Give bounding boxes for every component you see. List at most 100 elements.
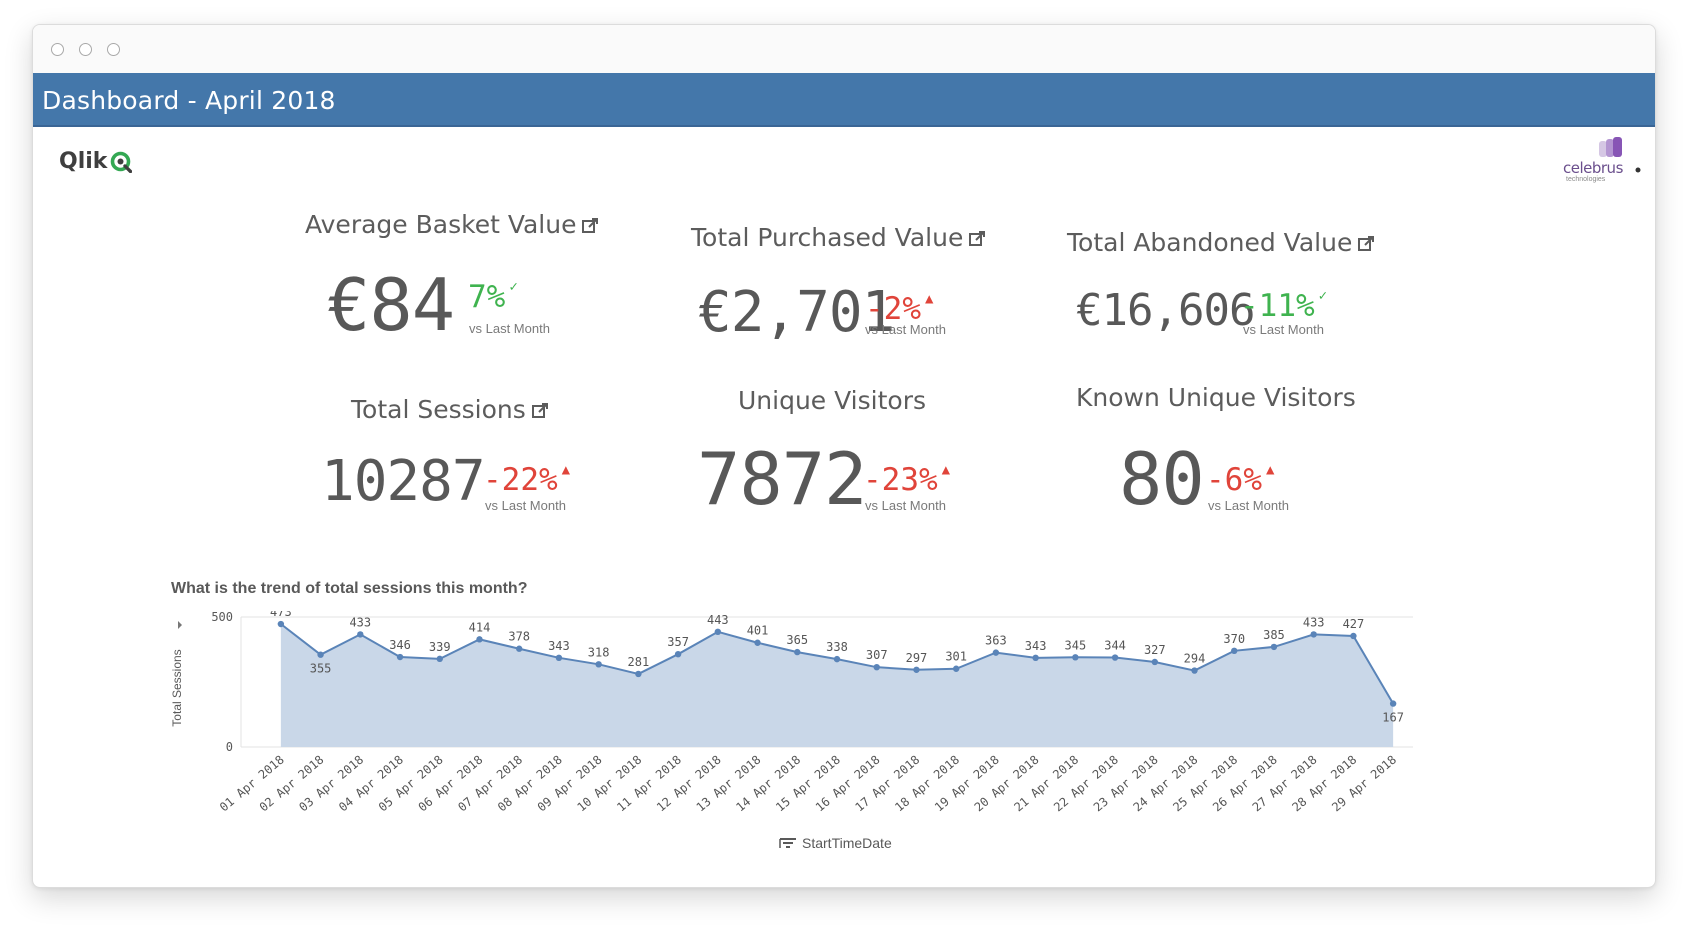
kpi-title: Total Abandoned Value <box>1067 228 1353 257</box>
data-label: 344 <box>1104 639 1126 653</box>
data-point[interactable] <box>1231 647 1238 654</box>
data-point[interactable] <box>992 649 1000 656</box>
kpi-title: Known Unique Visitors <box>1076 383 1356 412</box>
window-close-button[interactable] <box>51 43 64 56</box>
sort-icon <box>779 838 796 848</box>
data-point[interactable] <box>754 639 761 646</box>
data-point[interactable] <box>794 648 801 656</box>
data-point[interactable] <box>595 661 602 668</box>
data-point[interactable] <box>1111 654 1119 661</box>
data-point[interactable] <box>1151 658 1158 666</box>
data-point[interactable] <box>833 655 841 663</box>
kpi-delta: -6% <box>1206 462 1262 498</box>
data-point[interactable] <box>1310 631 1317 638</box>
kpi-title: Average Basket Value <box>305 210 577 239</box>
triangle-up-icon: ▲ <box>1266 462 1275 478</box>
data-label: 401 <box>747 624 769 638</box>
qlik-logo: Qlik <box>59 149 133 174</box>
data-label: 473 <box>270 611 292 619</box>
data-point[interactable] <box>1072 654 1079 661</box>
kpi-delta: -2% <box>865 291 921 327</box>
y-tick-label: 500 <box>211 611 233 624</box>
kpi-title: Total Purchased Value <box>691 223 964 252</box>
celebrus-logo-subtext: technologies <box>1566 176 1606 183</box>
triangle-up-icon: ▲ <box>925 291 934 307</box>
qlik-logo-text: Qlik <box>59 149 108 174</box>
window-maximize-button[interactable] <box>107 43 120 56</box>
data-point[interactable] <box>1350 632 1357 640</box>
data-label: 433 <box>1303 615 1325 629</box>
data-point[interactable] <box>357 631 364 638</box>
kpi-vs-label: vs Last Month <box>1243 322 1324 337</box>
triangle-up-icon: ▲ <box>941 462 951 478</box>
data-label: 427 <box>1343 617 1365 631</box>
data-point[interactable] <box>555 654 563 662</box>
series-area <box>280 624 1394 747</box>
data-label: 343 <box>1025 639 1047 653</box>
data-label: 297 <box>906 651 928 665</box>
data-point[interactable] <box>1389 700 1397 707</box>
data-label: 281 <box>628 655 650 669</box>
window-minimize-button[interactable] <box>79 43 92 56</box>
kpi-value: 10287 <box>321 449 486 514</box>
kpi-value: €84 <box>327 263 455 347</box>
external-link-icon[interactable] <box>1357 235 1375 253</box>
data-label: 365 <box>786 633 808 647</box>
kpi-value: 80 <box>1119 437 1205 521</box>
kpi-delta: 7% <box>468 279 506 315</box>
check-icon: ✓ <box>1318 288 1328 304</box>
kpi-delta: -22% <box>483 462 558 498</box>
kpi-title: Unique Visitors <box>738 386 927 415</box>
data-point[interactable] <box>317 651 324 658</box>
data-label: 338 <box>826 640 848 654</box>
celebrus-logo: celebrus technologies <box>1563 137 1643 197</box>
external-link-icon[interactable] <box>581 217 599 235</box>
data-label: 357 <box>667 635 689 649</box>
data-point[interactable] <box>516 645 523 652</box>
data-point[interactable] <box>674 650 682 658</box>
data-point[interactable] <box>1191 667 1198 674</box>
chart-question: What is the trend of total sessions this… <box>171 580 528 597</box>
data-label: 443 <box>707 613 729 627</box>
data-label: 363 <box>985 634 1007 648</box>
data-point[interactable] <box>277 620 285 628</box>
data-label: 301 <box>945 650 967 664</box>
qlik-q-icon <box>111 151 133 173</box>
kpi-value: 7872 <box>697 437 867 521</box>
external-link-icon[interactable] <box>531 402 549 420</box>
data-label: 433 <box>349 615 371 629</box>
data-label: 307 <box>866 648 888 662</box>
kpi-vs-label: vs Last Month <box>469 321 550 336</box>
data-point[interactable] <box>873 663 880 671</box>
data-label: 318 <box>588 645 610 659</box>
browser-window: Dashboard - April 2018 Qlik celebrus tec… <box>32 24 1656 888</box>
y-tick-label: 0 <box>226 740 233 754</box>
data-point[interactable] <box>476 636 483 643</box>
window-titlebar <box>33 25 1655 73</box>
kpi-delta: -11% <box>1240 288 1315 324</box>
data-point[interactable] <box>436 655 443 663</box>
data-point[interactable] <box>952 665 960 672</box>
x-axis-title[interactable]: StartTimeDate <box>778 835 892 851</box>
external-link-icon[interactable] <box>968 230 986 248</box>
data-label: 370 <box>1223 632 1245 646</box>
celebrus-mark-icon <box>1599 137 1622 157</box>
data-label: 346 <box>389 638 411 652</box>
data-point[interactable] <box>913 666 920 673</box>
kpi-value: €2,701 <box>698 280 895 345</box>
kpi-vs-label: vs Last Month <box>865 498 946 513</box>
kpi-vs-label: vs Last Month <box>485 498 566 513</box>
sessions-trend-chart[interactable]: 500 0 Total Sessions 473 355 433 346 339 414 378 3… <box>169 611 1479 849</box>
y-axis-expand-icon[interactable] <box>178 621 182 629</box>
data-point[interactable] <box>396 653 404 661</box>
check-icon: ✓ <box>509 279 518 295</box>
kpi-vs-label: vs Last Month <box>1208 498 1289 513</box>
data-point[interactable] <box>635 670 642 678</box>
app-title: Dashboard - April 2018 <box>42 86 336 115</box>
data-point[interactable] <box>714 628 722 636</box>
data-label: 378 <box>508 630 530 644</box>
kpi-vs-label: vs Last Month <box>865 322 946 337</box>
data-point[interactable] <box>1032 654 1039 662</box>
data-label: 385 <box>1263 628 1285 642</box>
data-point[interactable] <box>1270 643 1278 651</box>
